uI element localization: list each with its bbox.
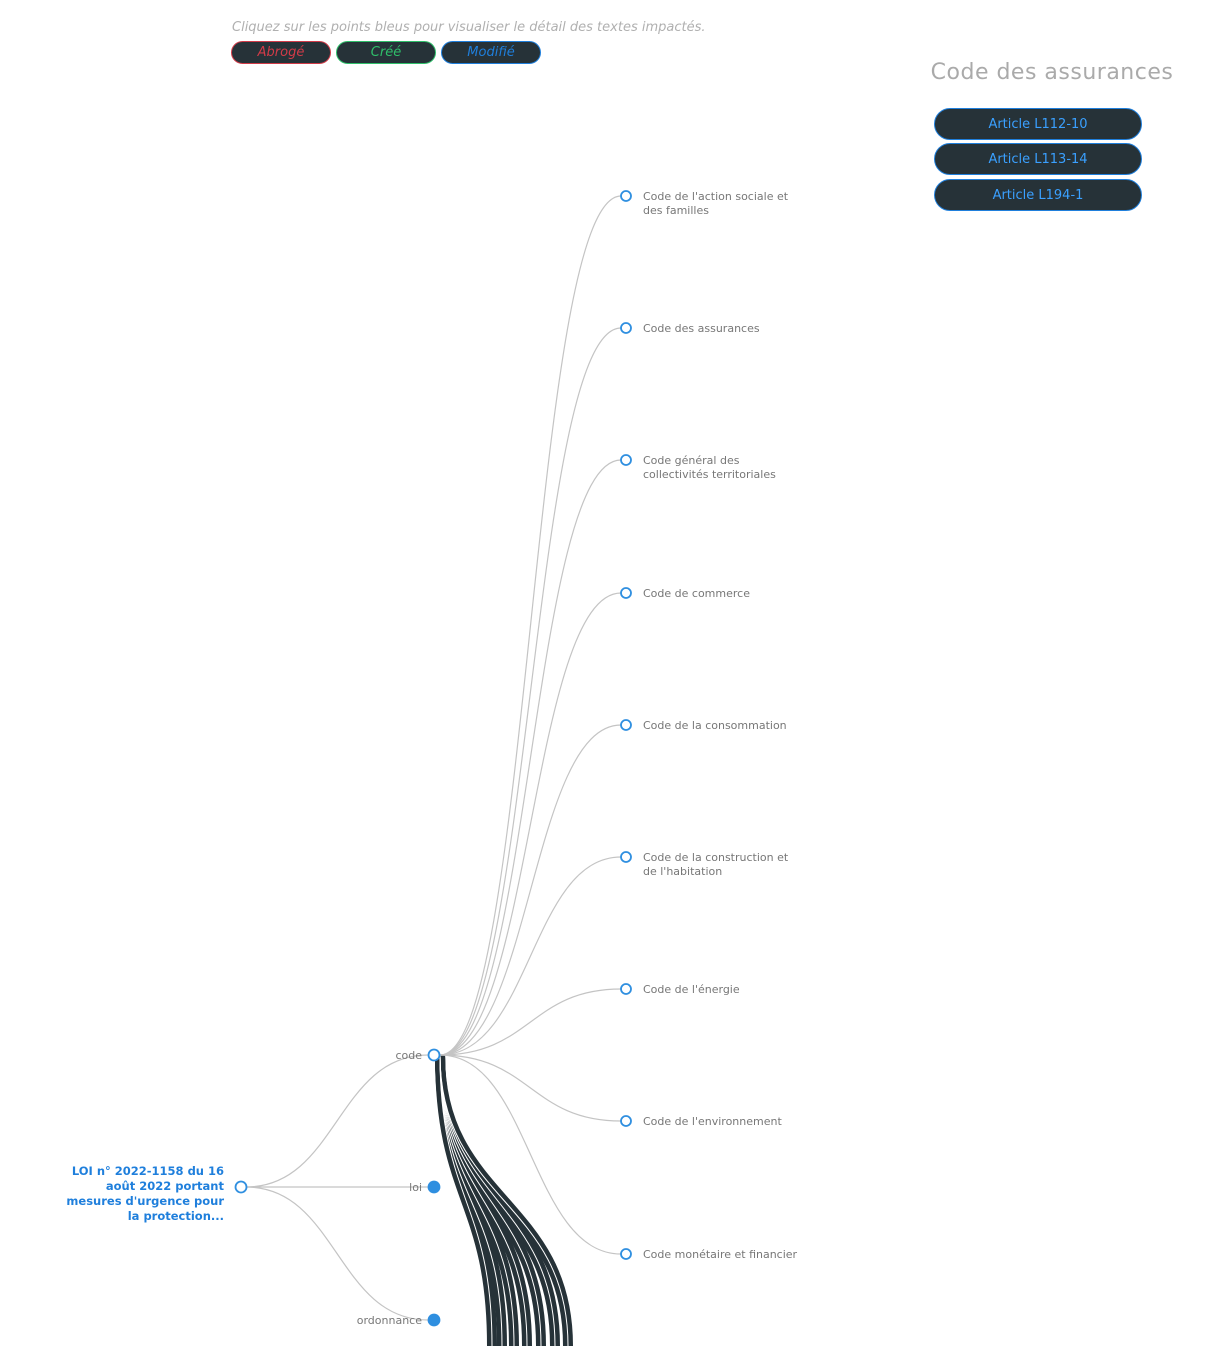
code-label[interactable]: Code de la consommation (643, 719, 787, 732)
code-label[interactable]: collectivités territoriales (643, 468, 776, 481)
link (245, 1054, 429, 1188)
link (439, 1054, 622, 1255)
article-button[interactable]: Article L113-14 (934, 143, 1142, 175)
code-node[interactable] (620, 587, 632, 599)
code-label[interactable]: Code général des (643, 454, 740, 467)
node-ordonnance[interactable] (427, 1313, 441, 1327)
legend-modifie[interactable]: Modifié (441, 41, 541, 64)
code-label[interactable]: Code de l'environnement (643, 1115, 782, 1128)
article-button[interactable]: Article L112-10 (934, 108, 1142, 140)
node-code[interactable] (427, 1048, 441, 1062)
node-loi[interactable] (427, 1180, 441, 1194)
code-label[interactable]: des familles (643, 204, 709, 217)
panel-title: Code des assurances (930, 60, 1174, 85)
type-label-code: code (395, 1049, 422, 1062)
link (439, 195, 622, 1056)
instruction-text: Cliquez sur les points bleus pour visual… (232, 20, 706, 35)
code-label[interactable]: Code de l'action sociale et (643, 190, 789, 203)
article-button[interactable]: Article L194-1 (934, 179, 1142, 211)
link (439, 1054, 556, 1346)
code-node[interactable] (620, 190, 632, 202)
code-node[interactable] (620, 1115, 632, 1127)
link (439, 1054, 528, 1346)
link (439, 1054, 515, 1346)
root-label[interactable]: LOI n° 2022-1158 du 16 août 2022 portant… (66, 1164, 224, 1223)
link (439, 724, 622, 1056)
code-node[interactable] (620, 1248, 632, 1260)
link (439, 1054, 569, 1346)
legend: Abrogé Créé Modifié (231, 41, 541, 64)
code-node[interactable] (620, 983, 632, 995)
link (439, 592, 622, 1056)
legend-abroge[interactable]: Abrogé (231, 41, 331, 64)
legend-cree[interactable]: Créé (336, 41, 436, 64)
link (439, 327, 622, 1056)
type-label-loi: loi (409, 1181, 422, 1194)
link (439, 459, 622, 1056)
code-label[interactable]: Code des assurances (643, 322, 760, 335)
code-node[interactable] (620, 454, 632, 466)
type-label-ordonnance: ordonnance (357, 1314, 422, 1327)
code-label[interactable]: Code monétaire et financier (643, 1248, 798, 1261)
link (439, 988, 622, 1056)
root-node[interactable] (234, 1180, 248, 1194)
code-node[interactable] (620, 322, 632, 334)
code-label[interactable]: Code de l'énergie (643, 983, 740, 996)
code-label[interactable]: de l'habitation (643, 865, 722, 878)
code-node[interactable] (620, 719, 632, 731)
code-node[interactable] (620, 851, 632, 863)
code-label[interactable]: Code de commerce (643, 587, 750, 600)
link (439, 856, 622, 1056)
link (439, 1054, 622, 1122)
link (439, 1054, 542, 1346)
link (245, 1186, 429, 1321)
code-label[interactable]: Code de la construction et (643, 851, 789, 864)
